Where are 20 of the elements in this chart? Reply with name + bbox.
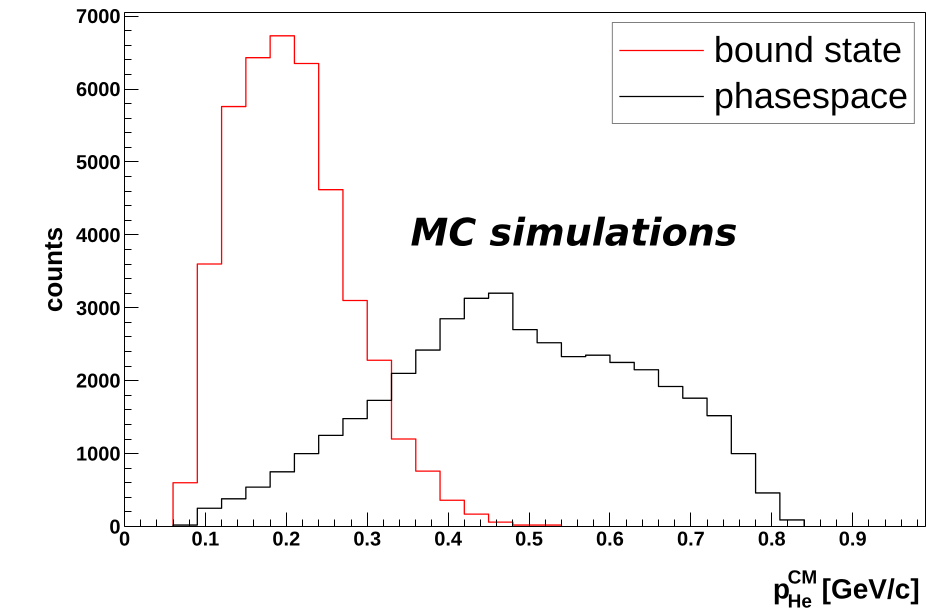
x-tick-label: 0.2 xyxy=(272,528,300,550)
x-tick-label: 0.1 xyxy=(192,528,220,550)
x-tick-label: 0.8 xyxy=(758,528,786,550)
x-tick-label: 0.5 xyxy=(515,528,543,550)
x-tick-label: 0.7 xyxy=(676,528,705,550)
legend-label: bound state xyxy=(714,29,902,71)
y-axis-title: counts xyxy=(38,226,68,312)
x-tick-label: 0.9 xyxy=(838,528,867,550)
y-tick-label: 7000 xyxy=(76,6,121,28)
legend-label: phasespace xyxy=(714,75,908,117)
x-tick-label: 0.6 xyxy=(596,528,624,550)
annotation: MC simulations xyxy=(410,210,738,254)
y-tick-label: 1000 xyxy=(76,444,121,466)
y-tick-label: 4000 xyxy=(76,224,121,247)
y-tick-label: 3000 xyxy=(76,298,121,320)
x-tick-label: 0.3 xyxy=(353,528,382,550)
y-tick-label: 5000 xyxy=(76,152,121,174)
y-tick-label: 2000 xyxy=(76,370,121,393)
y-tick-label: 6000 xyxy=(76,79,121,102)
x-tick-label: 0.4 xyxy=(434,528,463,550)
